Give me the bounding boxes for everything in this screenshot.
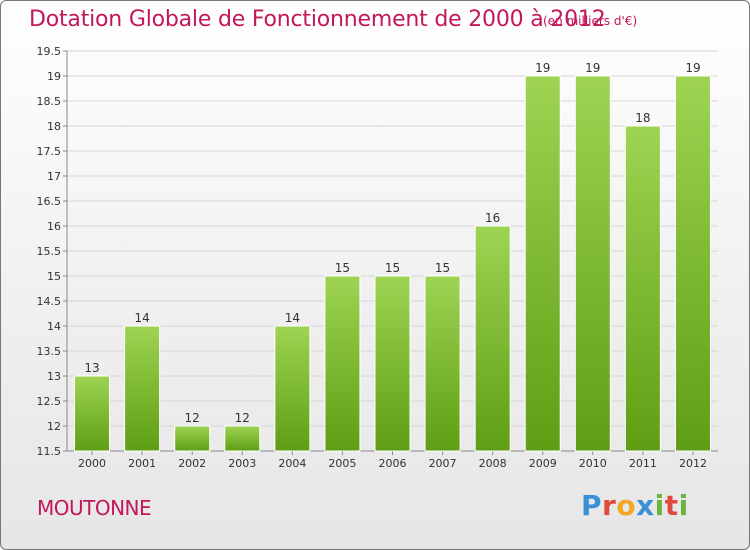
y-tick-label: 11.5 (37, 445, 62, 458)
x-tick-label: 2007 (429, 457, 457, 470)
data-label-2003: 12 (235, 411, 250, 425)
x-tick-label: 2006 (379, 457, 407, 470)
y-tick-label: 13.5 (37, 345, 62, 358)
data-label-2005: 15 (335, 261, 350, 275)
y-tick-label: 18.5 (37, 95, 62, 108)
chart-unit: (en milliers d'€) (543, 14, 638, 28)
proxiti-logo[interactable]: Proxiti (581, 489, 689, 522)
y-tick-label: 16 (47, 220, 61, 233)
logo-letter: i (654, 489, 665, 522)
y-tick-label: 16.5 (37, 195, 62, 208)
bar-2011 (624, 125, 661, 452)
x-tick-label: 2009 (529, 457, 557, 470)
data-label-2002: 12 (185, 411, 200, 425)
bar-2006 (374, 275, 411, 452)
x-tick-label: 2005 (328, 457, 356, 470)
y-tick-label: 18 (47, 120, 61, 133)
logo-letter: x (636, 489, 655, 522)
y-tick-label: 15.5 (37, 245, 62, 258)
bar-2001 (124, 325, 161, 452)
data-label-2009: 19 (535, 61, 550, 75)
bar-2005 (324, 275, 361, 452)
y-tick-label: 14 (47, 320, 61, 333)
y-tick-label: 14.5 (37, 295, 62, 308)
data-label-2000: 13 (84, 361, 99, 375)
bar-2012 (674, 75, 711, 452)
data-labels: 13 14 12 12 14 15 15 15 16 19 19 18 19 (84, 61, 700, 425)
y-tick-label: 15 (47, 270, 61, 283)
x-tick-label: 2000 (78, 457, 106, 470)
bar-2010 (574, 75, 611, 452)
x-tick-label: 2012 (679, 457, 707, 470)
data-label-2007: 15 (435, 261, 450, 275)
x-tick-label: 2002 (178, 457, 206, 470)
commune-name: MOUTONNE (37, 496, 152, 520)
logo-letter: r (602, 489, 617, 522)
bar-2003 (224, 425, 261, 452)
logo-letter: o (616, 489, 637, 522)
data-label-2004: 14 (285, 311, 300, 325)
bar-2004 (274, 325, 311, 452)
x-tick-label: 2008 (479, 457, 507, 470)
logo-letter: P (581, 489, 603, 522)
y-tick-label: 12 (47, 420, 61, 433)
bar-2000 (74, 375, 111, 452)
data-label-2011: 18 (635, 111, 650, 125)
y-tick-label: 19 (47, 70, 61, 83)
bar-2009 (524, 75, 561, 452)
bar-2002 (174, 425, 211, 452)
bar-2008 (474, 225, 511, 452)
x-tick-label: 2001 (128, 457, 156, 470)
data-label-2006: 15 (385, 261, 400, 275)
data-label-2001: 14 (134, 311, 149, 325)
x-tick-label: 2003 (228, 457, 256, 470)
bars (74, 75, 711, 452)
data-label-2010: 19 (585, 61, 600, 75)
bar-2007 (424, 275, 461, 452)
y-tick-label: 17.5 (37, 145, 62, 158)
logo-letter: i (678, 489, 689, 522)
y-tick-label: 19.5 (37, 45, 62, 58)
logo-letter: t (664, 489, 679, 522)
data-label-2008: 16 (485, 211, 500, 225)
x-tick-label: 2010 (579, 457, 607, 470)
x-tick-label: 2011 (629, 457, 657, 470)
y-tick-label: 17 (47, 170, 61, 183)
y-tick-label: 12.5 (37, 395, 62, 408)
chart-title: Dotation Globale de Fonctionnement de 20… (29, 7, 606, 32)
data-label-2012: 19 (685, 61, 700, 75)
y-tick-label: 13 (47, 370, 61, 383)
x-tick-label: 2004 (278, 457, 306, 470)
